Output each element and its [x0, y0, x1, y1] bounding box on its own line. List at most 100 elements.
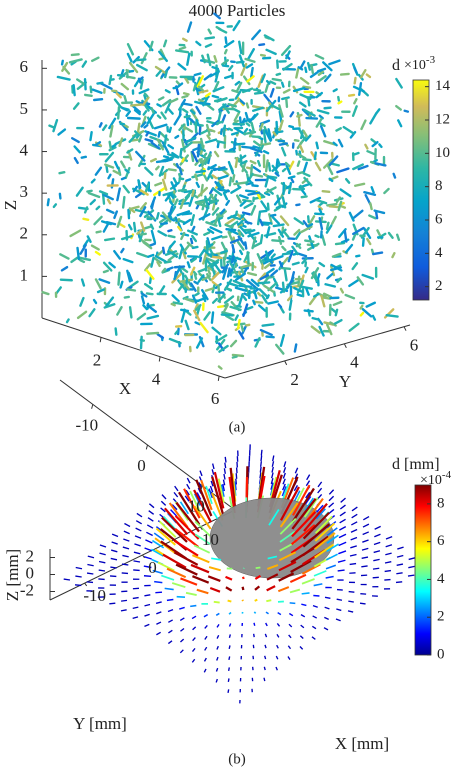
particle-streak	[150, 199, 155, 210]
particle-streak	[156, 138, 165, 151]
particle-streak	[339, 188, 352, 198]
particle-streak	[202, 152, 208, 158]
particle-streak	[113, 98, 122, 109]
field-arrow	[372, 567, 380, 570]
particle-streak	[378, 143, 383, 149]
particle-streak	[144, 138, 154, 143]
y-tick-label: 10	[188, 497, 205, 516]
field-arrow	[289, 588, 301, 594]
z-tick-label: 6	[20, 57, 29, 76]
particle-streak	[59, 278, 73, 282]
particle-streak	[94, 166, 103, 176]
particle-streak	[213, 98, 226, 103]
particle-streak	[211, 94, 220, 99]
field-arrow	[276, 644, 279, 649]
field-arrow	[253, 622, 256, 626]
particle-streak	[300, 225, 313, 234]
field-arrow	[313, 570, 327, 577]
particle-streak	[201, 54, 206, 64]
particle-streak	[234, 127, 247, 136]
particle-streak	[157, 230, 168, 237]
particle-streak	[296, 170, 306, 175]
particle-streak	[282, 62, 293, 71]
particle-streak	[173, 113, 182, 126]
field-arrow	[193, 505, 212, 530]
particle-streak	[319, 125, 327, 138]
field-arrow	[271, 466, 274, 473]
particle-streak	[317, 67, 327, 73]
colorbar-label-text: d	[392, 57, 400, 74]
particle-streak	[123, 95, 128, 104]
particle-streak	[258, 288, 270, 299]
particle-streak	[314, 53, 325, 60]
particle-streak	[176, 225, 183, 232]
particle-streak	[149, 242, 157, 247]
field-arrow	[291, 497, 317, 530]
particle-streak	[206, 53, 212, 67]
particle-streak	[224, 223, 232, 228]
field-arrow	[133, 560, 141, 563]
field-arrow	[276, 623, 281, 627]
chart-title: 4000 Particles	[189, 1, 286, 20]
field-arrow	[255, 566, 261, 570]
particle-streak	[328, 59, 341, 66]
field-arrow	[325, 564, 337, 570]
x-tick-label: 2	[93, 350, 102, 369]
particle-streak	[278, 260, 284, 268]
particle-streak	[271, 216, 281, 225]
field-arrow	[168, 619, 173, 623]
particle-streak	[385, 314, 399, 318]
colorbar-tick-label: 2	[437, 609, 445, 625]
particle-streak	[288, 124, 295, 129]
x-tick-label: -10	[83, 586, 106, 605]
particle-streak	[281, 146, 287, 157]
particle-streak	[309, 70, 319, 79]
field-arrow	[373, 558, 380, 562]
field-arrow	[282, 478, 286, 485]
particle-streak	[275, 120, 279, 135]
field-arrow	[288, 623, 293, 628]
particle-streak	[291, 261, 300, 266]
particle-streak	[160, 111, 167, 120]
particle-streak	[194, 292, 200, 297]
particle-streak	[264, 159, 269, 173]
particle-streak	[195, 181, 200, 189]
field-arrow	[408, 565, 415, 569]
colorbar-base: ×10	[404, 58, 426, 73]
field-arrow	[324, 606, 330, 610]
particle-streak	[279, 306, 285, 314]
field-arrow	[153, 532, 165, 541]
particle-streak	[191, 225, 196, 232]
x-tick	[217, 375, 220, 381]
particle-streak	[307, 223, 314, 228]
field-arrow	[123, 538, 130, 542]
particle-streak	[155, 69, 162, 77]
particle-streak	[210, 255, 223, 260]
particle-streak	[244, 220, 253, 225]
particle-streak	[218, 27, 228, 34]
particle-streak	[70, 53, 80, 57]
particle-streak	[270, 253, 276, 259]
particle-streak	[211, 235, 223, 241]
particle-streak	[218, 344, 229, 353]
particle-streak	[176, 210, 191, 217]
particle-streak	[183, 244, 190, 253]
particle-streak	[126, 43, 135, 56]
particle-streak	[322, 296, 332, 300]
particle-streak	[281, 252, 291, 256]
particle-streak	[134, 208, 148, 214]
particle-streak	[150, 157, 157, 163]
field-arrow	[213, 600, 220, 604]
field-arrow	[287, 645, 292, 650]
field-arrow	[362, 531, 370, 536]
particle-streak	[52, 203, 58, 209]
particle-streak	[94, 278, 102, 290]
particle-streak	[116, 187, 121, 202]
particle-streak	[271, 77, 283, 82]
y-tick	[91, 404, 94, 409]
colorbar-label: d [mm]	[392, 456, 440, 473]
particle-streak	[337, 200, 343, 212]
field-arrow	[216, 645, 219, 650]
particle-streak	[214, 334, 228, 343]
particle-streak	[180, 98, 187, 107]
